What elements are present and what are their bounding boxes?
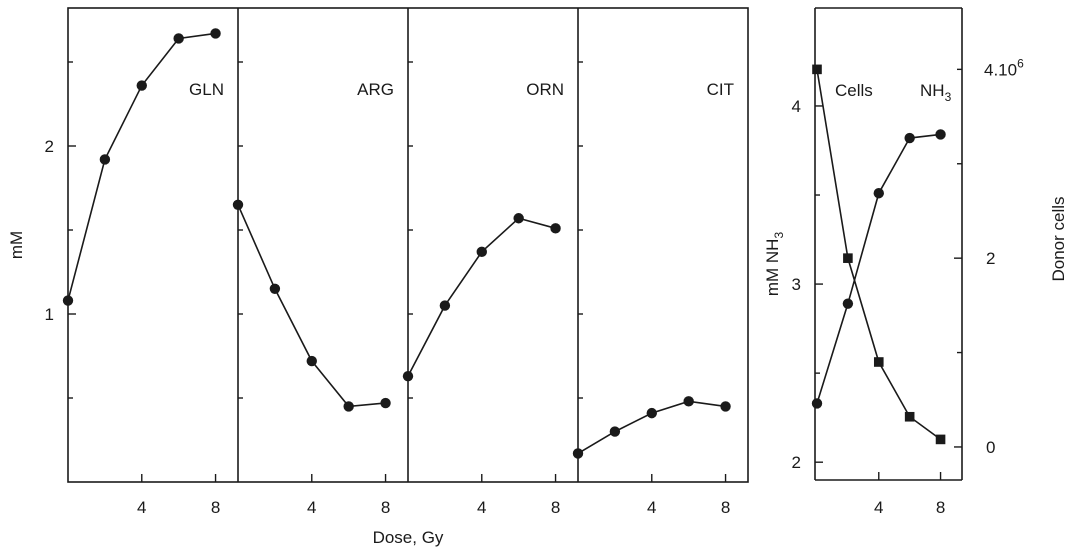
- x-tick-label: 8: [936, 498, 945, 517]
- series-line-arg: [237, 204, 386, 408]
- data-point: [402, 370, 414, 382]
- data-point: [306, 355, 317, 367]
- x-tick-label: 8: [381, 498, 390, 517]
- panel-label-arg: ARG: [357, 80, 394, 99]
- data-point: [380, 397, 391, 409]
- series-line-cells: [816, 69, 942, 441]
- nh3-axis-title: mM NH3: [763, 232, 786, 297]
- data-point: [683, 396, 694, 407]
- x-tick-label: 8: [721, 498, 730, 517]
- panel-label-orn: ORN: [526, 80, 564, 99]
- x-tick-label: 4: [477, 498, 486, 517]
- nh3-data-point: [842, 298, 854, 309]
- data-point: [550, 223, 561, 234]
- x-axis-title: Dose, Gy: [373, 528, 444, 547]
- series-label-cells: Cells: [835, 81, 873, 100]
- nh3-y-tick-label: 3: [792, 275, 801, 294]
- data-point: [439, 300, 451, 311]
- data-point: [476, 246, 487, 258]
- x-tick-label: 4: [647, 498, 656, 517]
- nh3-y-tick-label: 4: [792, 97, 801, 116]
- data-point: [513, 213, 524, 224]
- data-point: [572, 448, 584, 459]
- x-tick-label: 4: [874, 498, 883, 517]
- panel-label-cit: CIT: [707, 80, 734, 99]
- series-label-nh3: NH3: [920, 81, 952, 104]
- data-point: [173, 33, 184, 44]
- cells-data-point: [843, 253, 853, 263]
- x-tick-label: 8: [211, 498, 220, 517]
- cells-y-tick-label: 2: [986, 249, 995, 268]
- x-tick-label: 8: [551, 498, 560, 517]
- data-point: [646, 407, 657, 419]
- data-point: [269, 283, 281, 294]
- cells-axis-title: Donor cells: [1049, 196, 1068, 281]
- cells-y-tick-label: 0: [986, 438, 995, 457]
- amino-acid-panels: 1 2 4 8 GLN 4 8 ARG 4 8 ORN 4 8 CIT: [45, 7, 749, 517]
- data-point: [343, 401, 354, 412]
- panel-label-gln: GLN: [189, 80, 224, 99]
- data-point: [136, 80, 147, 91]
- cells-data-point: [935, 434, 946, 445]
- x-tick-label: 4: [307, 498, 316, 517]
- nh3-data-point: [811, 398, 823, 409]
- cells-data-point: [904, 411, 915, 422]
- y-axis-title: mM: [7, 231, 26, 259]
- cells-top-tick-label: 4.106: [984, 56, 1024, 79]
- data-point: [62, 295, 74, 306]
- y-tick-label: 1: [45, 305, 54, 324]
- cells-data-point: [812, 64, 822, 75]
- x-tick-label: 4: [137, 498, 146, 517]
- data-point: [232, 199, 244, 210]
- nh3-data-point: [904, 132, 915, 144]
- data-point: [99, 154, 111, 165]
- ammonia-cells-panel: 2 3 4 0 2 4.106 4 8 mM NH3 Donor cells Cells NH3: [763, 7, 1068, 517]
- y-tick-label: 2: [45, 137, 54, 156]
- nh3-data-point: [935, 129, 946, 140]
- series-line-orn: [407, 217, 556, 377]
- data-point: [720, 401, 731, 412]
- data-point: [210, 28, 221, 39]
- nh3-data-point: [873, 188, 884, 199]
- data-point: [609, 426, 621, 437]
- cells-data-point: [873, 357, 884, 367]
- nh3-y-tick-label: 2: [792, 453, 801, 472]
- series-line-gln: [67, 32, 216, 301]
